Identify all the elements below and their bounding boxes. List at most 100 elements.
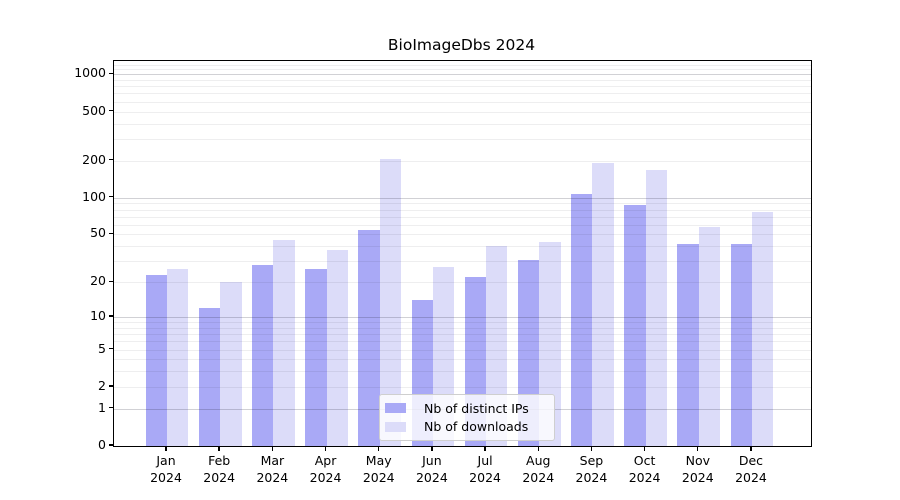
x-tick-label-aug: Aug 2024	[522, 453, 555, 485]
bar-downloads-nov	[698, 226, 721, 446]
gridline-minor	[114, 64, 811, 66]
bar-distinct-ips-dec	[730, 243, 752, 446]
y-tick-label: 200	[82, 151, 106, 167]
x-axis-tick	[378, 446, 380, 451]
bar-downloads-may	[379, 158, 402, 446]
x-tick-label-jan: Jan 2024	[150, 453, 182, 485]
y-tick-label: 2	[98, 377, 106, 393]
y-axis-tick	[108, 158, 113, 161]
gridline-minor	[114, 334, 811, 336]
x-axis-tick	[590, 446, 593, 451]
x-axis-tick	[537, 446, 539, 451]
gridline-minor	[114, 349, 811, 351]
gridline-minor	[114, 101, 811, 103]
x-tick-label-may: May 2024	[362, 453, 395, 485]
x-axis-tick	[271, 446, 274, 451]
x-axis-tick	[324, 446, 327, 451]
y-axis-tick	[108, 407, 113, 409]
y-axis-tick	[108, 385, 113, 387]
gridline-minor	[114, 327, 811, 329]
gridline-minor	[114, 341, 811, 343]
bar-distinct-ips-may	[358, 230, 380, 446]
legend-label-downloads: Nb of downloads	[424, 419, 529, 435]
bar-distinct-ips-feb	[198, 308, 221, 446]
legend-swatch-downloads	[385, 421, 406, 432]
y-tick-label: 20	[90, 273, 106, 289]
y-tick-label: 100	[82, 188, 106, 204]
x-tick-label-mar: Mar 2024	[256, 453, 289, 485]
x-axis-tick	[484, 446, 486, 451]
y-axis-tick	[108, 280, 113, 282]
gridline-major	[114, 316, 811, 318]
gridline-major	[114, 74, 811, 76]
x-axis-tick	[643, 446, 646, 451]
chart-title: BioImageDbs 2024	[387, 36, 536, 54]
gridline-minor	[114, 224, 811, 226]
bar-downloads-oct	[645, 170, 667, 446]
y-axis-tick	[108, 109, 113, 112]
x-tick-label-feb: Feb 2024	[203, 453, 236, 485]
bar-downloads-apr	[326, 250, 348, 446]
gridline-minor	[114, 234, 811, 236]
y-axis-tick	[108, 72, 113, 74]
bar-downloads-sep	[592, 162, 614, 446]
y-tick-label: 1000	[74, 65, 106, 81]
bar-downloads-jan	[167, 268, 189, 446]
gridline-minor	[114, 69, 811, 71]
y-tick-label: 0	[98, 437, 106, 452]
bar-distinct-ips-jan	[145, 275, 167, 446]
x-axis-tick	[218, 446, 220, 451]
x-tick-label-dec: Dec 2024	[735, 453, 767, 485]
gridline-minor	[114, 203, 811, 205]
legend: Nb of distinct IPs Nb of downloads	[379, 394, 555, 441]
gridline-minor	[114, 86, 811, 88]
bar-distinct-ips-nov	[677, 243, 699, 446]
x-axis-tick	[750, 446, 752, 451]
y-tick-label: 5	[98, 340, 106, 356]
gridline-minor	[114, 160, 811, 162]
gridline-minor	[114, 209, 811, 211]
y-axis-tick	[108, 347, 113, 350]
legend-item-distinct-ips: Nb of distinct IPs	[385, 399, 548, 417]
bar-downloads-dec	[751, 211, 774, 446]
bar-distinct-ips-apr	[305, 268, 327, 446]
y-tick-label: 500	[82, 102, 106, 118]
gridline-minor	[114, 322, 811, 324]
gridline-minor	[114, 79, 811, 81]
gridline-minor	[114, 111, 811, 113]
legend-label-distinct-ips: Nb of distinct IPs	[424, 400, 529, 416]
x-axis-tick	[165, 446, 167, 451]
bar-downloads-feb	[220, 282, 242, 446]
gridline-minor	[114, 386, 811, 388]
gridline-minor	[114, 371, 811, 373]
gridline-minor	[114, 261, 811, 263]
x-tick-label-oct: Oct 2024	[628, 453, 661, 485]
plot-area	[113, 60, 812, 447]
x-tick-label-sep: Sep 2024	[575, 453, 608, 485]
gridline-minor	[114, 138, 811, 140]
gridline-major	[114, 197, 811, 199]
bar-distinct-ips-oct	[624, 204, 646, 446]
gridline-minor	[114, 282, 811, 284]
y-axis-tick	[108, 232, 113, 235]
bar-distinct-ips-mar	[251, 264, 274, 446]
bar-distinct-ips-sep	[571, 193, 593, 446]
y-axis-tick	[108, 315, 113, 317]
x-axis-tick	[431, 446, 433, 451]
x-tick-label-nov: Nov 2024	[681, 453, 714, 485]
x-tick-label-jun: Jun 2024	[415, 453, 448, 485]
gridline-minor	[114, 216, 811, 218]
y-tick-label: 1	[98, 399, 106, 415]
x-axis-tick	[697, 446, 699, 451]
y-tick-label: 10	[90, 307, 106, 323]
legend-item-downloads: Nb of downloads	[385, 418, 548, 436]
legend-swatch-distinct-ips	[385, 403, 406, 414]
y-axis-tick	[108, 444, 113, 446]
gridline-minor	[114, 246, 811, 248]
gridline-minor	[114, 123, 811, 125]
x-tick-label-apr: Apr 2024	[309, 453, 342, 485]
y-axis-tick	[108, 196, 113, 198]
gridline-minor	[114, 359, 811, 361]
y-tick-label: 50	[90, 225, 106, 241]
